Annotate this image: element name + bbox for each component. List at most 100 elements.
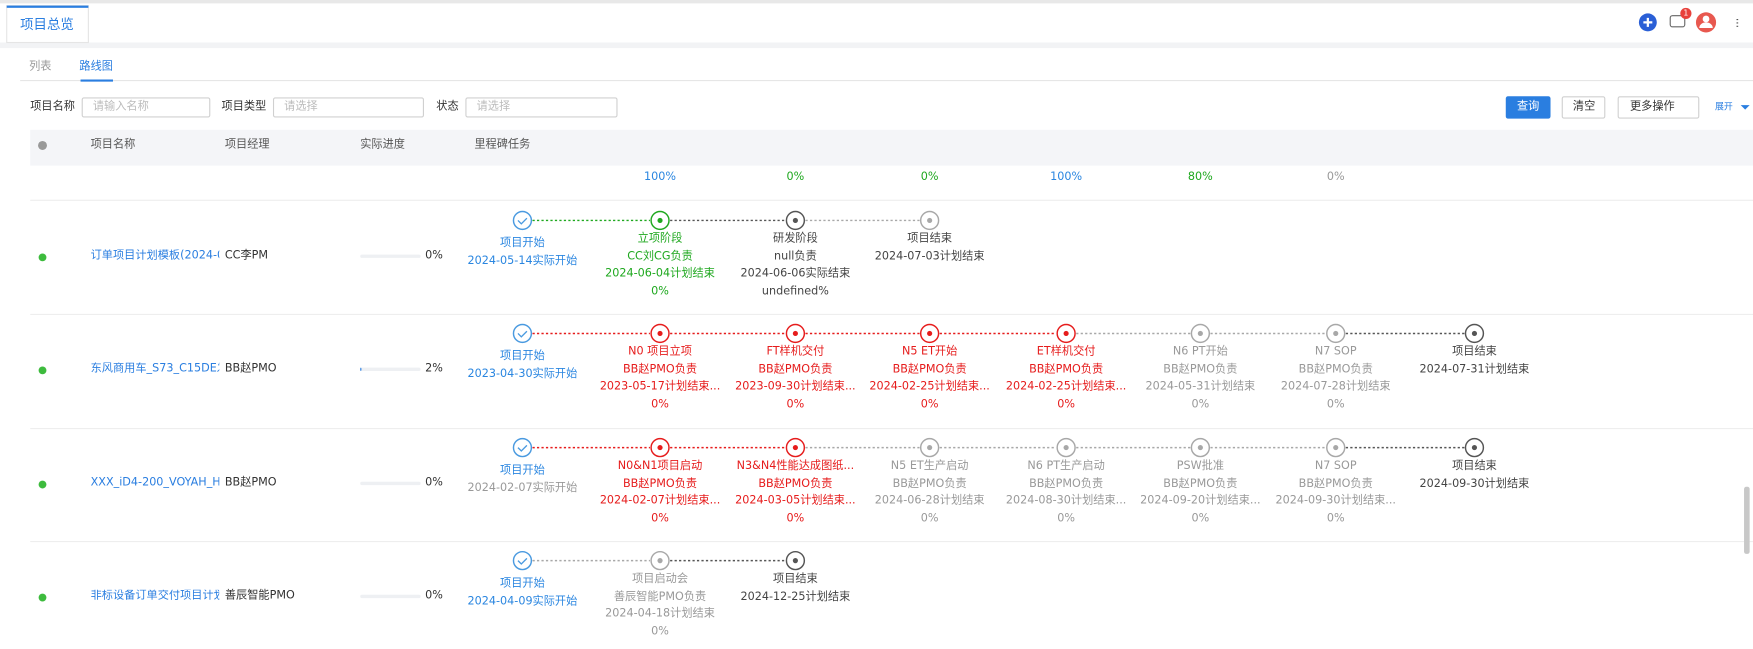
progress-label: 0% xyxy=(425,249,443,262)
filter-label: 项目类型 xyxy=(221,100,267,114)
select[interactable]: 请选择 xyxy=(465,97,618,118)
select[interactable]: 请选择 xyxy=(272,97,424,118)
node-dot xyxy=(927,445,933,451)
milestone-text: N5 ET生产启动 xyxy=(890,459,969,473)
filter-label: 状态 xyxy=(436,100,459,114)
input[interactable]: 请输入名称 xyxy=(81,97,211,118)
project-name[interactable]: XXX_iD4-200_VOYAH_H37 xyxy=(90,476,220,490)
milestone-text: FT样机交付 xyxy=(766,345,825,359)
milestone-text: 2024-12-25计划结束 xyxy=(740,590,851,603)
placeholder: 请选择 xyxy=(284,100,318,114)
milestone-percent: 80% xyxy=(1187,171,1213,184)
add-icon xyxy=(1643,17,1653,27)
milestone-text: 2024-04-09实际开始 xyxy=(467,594,578,608)
node-dot xyxy=(1471,330,1478,337)
milestone-text: 研发阶段 xyxy=(773,232,818,246)
milestone-text: 0% xyxy=(651,511,669,525)
milestone-text: 善辰智能PMO负责 xyxy=(613,590,707,603)
milestone-text: 2024-03-05计划结束... xyxy=(735,494,856,507)
milestone-text: 项目启动会 xyxy=(632,572,689,586)
subtab[interactable]: 路线图 xyxy=(79,60,113,73)
milestone-text: undefined% xyxy=(761,284,829,298)
expand-link[interactable]: 展开 xyxy=(1714,101,1733,112)
milestone-text: 2024-09-30计划结束... xyxy=(1275,494,1396,507)
node-dot xyxy=(927,330,933,337)
project-name[interactable]: 非标设备订单交付项目计划 xyxy=(90,589,220,603)
milestone-text: 0% xyxy=(786,511,805,525)
column-header: 项目名称 xyxy=(90,138,136,152)
column-header: 项目经理 xyxy=(224,138,270,152)
milestone-text: 项目结束 xyxy=(773,572,818,586)
milestone-text: BB赵PMO负责 xyxy=(1029,363,1104,376)
milestone-text: 2023-09-30计划结束... xyxy=(735,380,856,393)
button-label: 清空 xyxy=(1572,100,1596,114)
message-icon[interactable] xyxy=(1669,15,1686,28)
column-header: 实际进度 xyxy=(360,138,405,152)
milestone-text: 2024-07-31计划结束 xyxy=(1419,363,1530,376)
milestone-text: 0% xyxy=(1191,511,1210,525)
clear-button[interactable]: 清空 xyxy=(1561,96,1606,119)
query-button[interactable]: 查询 xyxy=(1505,96,1551,119)
milestone-text: BB赵PMO负责 xyxy=(1163,363,1238,376)
milestone-text: N3&N4性能达成图纸... xyxy=(736,459,855,473)
node-dot xyxy=(657,445,663,451)
milestone-text: 2024-02-07计划结束... xyxy=(599,494,721,507)
milestone-text: 项目结束 xyxy=(1452,345,1497,359)
tab-indicator xyxy=(6,5,89,8)
milestone-text: BB赵PMO负责 xyxy=(1029,477,1104,490)
node-dot xyxy=(1197,445,1203,451)
manager: BB赵PMO xyxy=(224,476,277,490)
milestone-text: N0&N1项目启动 xyxy=(617,459,703,473)
milestone-node xyxy=(512,323,533,344)
milestone-text: PSW批准 xyxy=(1176,459,1225,473)
milestone-text: BB赵PMO负责 xyxy=(1163,477,1238,490)
milestone-node xyxy=(512,550,533,571)
milestone-text: CC刘CG负责 xyxy=(627,250,693,263)
milestone-text: BB赵PMO负责 xyxy=(892,363,967,376)
milestone-text: ET样机交付 xyxy=(1036,345,1096,359)
milestone-text: 0% xyxy=(651,284,669,298)
milestone-text: 项目开始 xyxy=(500,464,545,477)
milestone-text: 0% xyxy=(1326,397,1345,411)
milestone-text: N7 SOP xyxy=(1314,345,1357,359)
milestone-text: 项目开始 xyxy=(500,350,545,363)
milestone-text: BB赵PMO负责 xyxy=(892,477,967,490)
milestone-text: BB赵PMO负责 xyxy=(622,477,698,490)
milestone-text: N6 PT生产启动 xyxy=(1027,459,1105,473)
milestone-text: 0% xyxy=(1191,397,1210,411)
info-icon xyxy=(38,140,47,150)
progress-track xyxy=(360,254,421,258)
milestone-text: 项目开始 xyxy=(500,237,545,250)
more-button[interactable]: 更多操作 xyxy=(1617,96,1700,119)
milestone-text: 2024-05-14实际开始 xyxy=(467,254,578,267)
milestone-text: BB赵PMO负责 xyxy=(1298,363,1373,376)
milestone-text: 2024-07-28计划结束 xyxy=(1280,380,1391,393)
status-dot xyxy=(38,253,47,262)
milestone-text: N6 PT开始 xyxy=(1172,345,1228,359)
tab-title[interactable]: 项目总览 xyxy=(20,16,74,33)
milestone-text: 2024-02-07实际开始 xyxy=(467,481,578,495)
milestone-text: BB赵PMO负责 xyxy=(758,477,833,490)
progress-label: 0% xyxy=(425,476,443,490)
node-dot xyxy=(1063,445,1069,451)
milestone-text: 0% xyxy=(786,397,805,411)
milestone-text: 2024-02-25计划结束... xyxy=(869,380,990,393)
project-name[interactable]: 订单项目计划模板(2024-05 xyxy=(90,249,220,262)
scrollbar[interactable] xyxy=(1744,486,1750,554)
subtab[interactable]: 列表 xyxy=(29,60,52,73)
milestone-text: BB赵PMO负责 xyxy=(1298,477,1373,490)
progress-label: 2% xyxy=(425,362,443,375)
project-name[interactable]: 东风商用车_S73_C15DE发动 xyxy=(90,362,220,375)
progress-label: 0% xyxy=(425,589,443,603)
status-dot xyxy=(38,366,47,375)
milestone-node xyxy=(512,210,533,231)
milestone-text: 2024-05-31计划结束 xyxy=(1145,380,1256,393)
milestone-percent: 0% xyxy=(1326,171,1345,184)
milestone-text: 0% xyxy=(651,397,669,411)
header-shadow xyxy=(0,42,1753,49)
milestone-text: 0% xyxy=(651,624,669,638)
milestone-text: BB赵PMO负责 xyxy=(758,363,833,376)
